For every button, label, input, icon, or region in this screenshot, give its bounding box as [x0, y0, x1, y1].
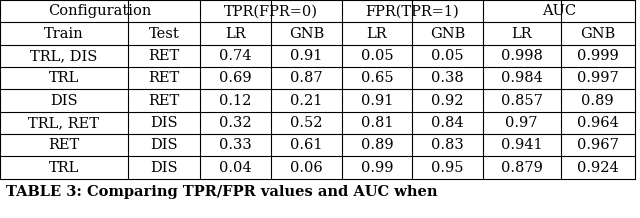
Text: 0.95: 0.95 — [431, 161, 463, 175]
Text: TABLE 3: Comparing TPR/FPR values and AUC when: TABLE 3: Comparing TPR/FPR values and AU… — [6, 185, 438, 199]
Text: 0.83: 0.83 — [431, 138, 464, 152]
Text: 0.89: 0.89 — [582, 94, 614, 107]
Text: RET: RET — [148, 94, 179, 107]
Text: LR: LR — [511, 27, 532, 41]
Text: 0.941: 0.941 — [500, 138, 543, 152]
Text: GNB: GNB — [289, 27, 324, 41]
Text: 0.21: 0.21 — [291, 94, 323, 107]
Text: Train: Train — [44, 27, 84, 41]
Text: 0.857: 0.857 — [500, 94, 543, 107]
Text: DIS: DIS — [50, 94, 78, 107]
Text: 0.91: 0.91 — [291, 49, 323, 63]
Text: Test: Test — [148, 27, 179, 41]
Text: 0.92: 0.92 — [431, 94, 463, 107]
Text: 0.87: 0.87 — [291, 71, 323, 85]
Text: 0.38: 0.38 — [431, 71, 464, 85]
Text: 0.04: 0.04 — [220, 161, 252, 175]
Text: Configuration: Configuration — [48, 4, 152, 18]
Text: 0.998: 0.998 — [500, 49, 543, 63]
Text: TRL, DIS: TRL, DIS — [30, 49, 98, 63]
Text: TRL: TRL — [49, 161, 79, 175]
Text: RET: RET — [49, 138, 79, 152]
Text: RET: RET — [148, 71, 179, 85]
Text: 0.05: 0.05 — [361, 49, 393, 63]
Text: 0.99: 0.99 — [361, 161, 393, 175]
Text: DIS: DIS — [150, 161, 178, 175]
Text: AUC: AUC — [541, 4, 576, 18]
Text: DIS: DIS — [150, 138, 178, 152]
Text: TPR(FPR=0): TPR(FPR=0) — [224, 4, 317, 18]
Text: 0.879: 0.879 — [500, 161, 543, 175]
Text: 0.97: 0.97 — [506, 116, 538, 130]
Text: 0.84: 0.84 — [431, 116, 463, 130]
Text: 0.999: 0.999 — [577, 49, 619, 63]
Text: GNB: GNB — [429, 27, 465, 41]
Text: 0.61: 0.61 — [291, 138, 323, 152]
Text: 0.33: 0.33 — [219, 138, 252, 152]
Text: 0.12: 0.12 — [220, 94, 252, 107]
Text: LR: LR — [225, 27, 246, 41]
Text: 0.74: 0.74 — [220, 49, 252, 63]
Text: 0.69: 0.69 — [220, 71, 252, 85]
Text: RET: RET — [148, 49, 179, 63]
Text: 0.81: 0.81 — [361, 116, 393, 130]
Text: 0.65: 0.65 — [361, 71, 393, 85]
Text: 0.06: 0.06 — [290, 161, 323, 175]
Text: 0.52: 0.52 — [291, 116, 323, 130]
Text: 0.924: 0.924 — [577, 161, 619, 175]
Text: DIS: DIS — [150, 116, 178, 130]
Text: 0.967: 0.967 — [577, 138, 619, 152]
Text: 0.89: 0.89 — [361, 138, 393, 152]
Text: 0.964: 0.964 — [577, 116, 619, 130]
Text: LR: LR — [367, 27, 387, 41]
Text: 0.997: 0.997 — [577, 71, 619, 85]
Text: TRL: TRL — [49, 71, 79, 85]
Text: 0.32: 0.32 — [220, 116, 252, 130]
Text: GNB: GNB — [580, 27, 616, 41]
Text: TRL, RET: TRL, RET — [29, 116, 99, 130]
Text: 0.984: 0.984 — [500, 71, 543, 85]
Text: 0.05: 0.05 — [431, 49, 463, 63]
Text: 0.91: 0.91 — [361, 94, 393, 107]
Text: FPR(TPR=1): FPR(TPR=1) — [365, 4, 459, 18]
